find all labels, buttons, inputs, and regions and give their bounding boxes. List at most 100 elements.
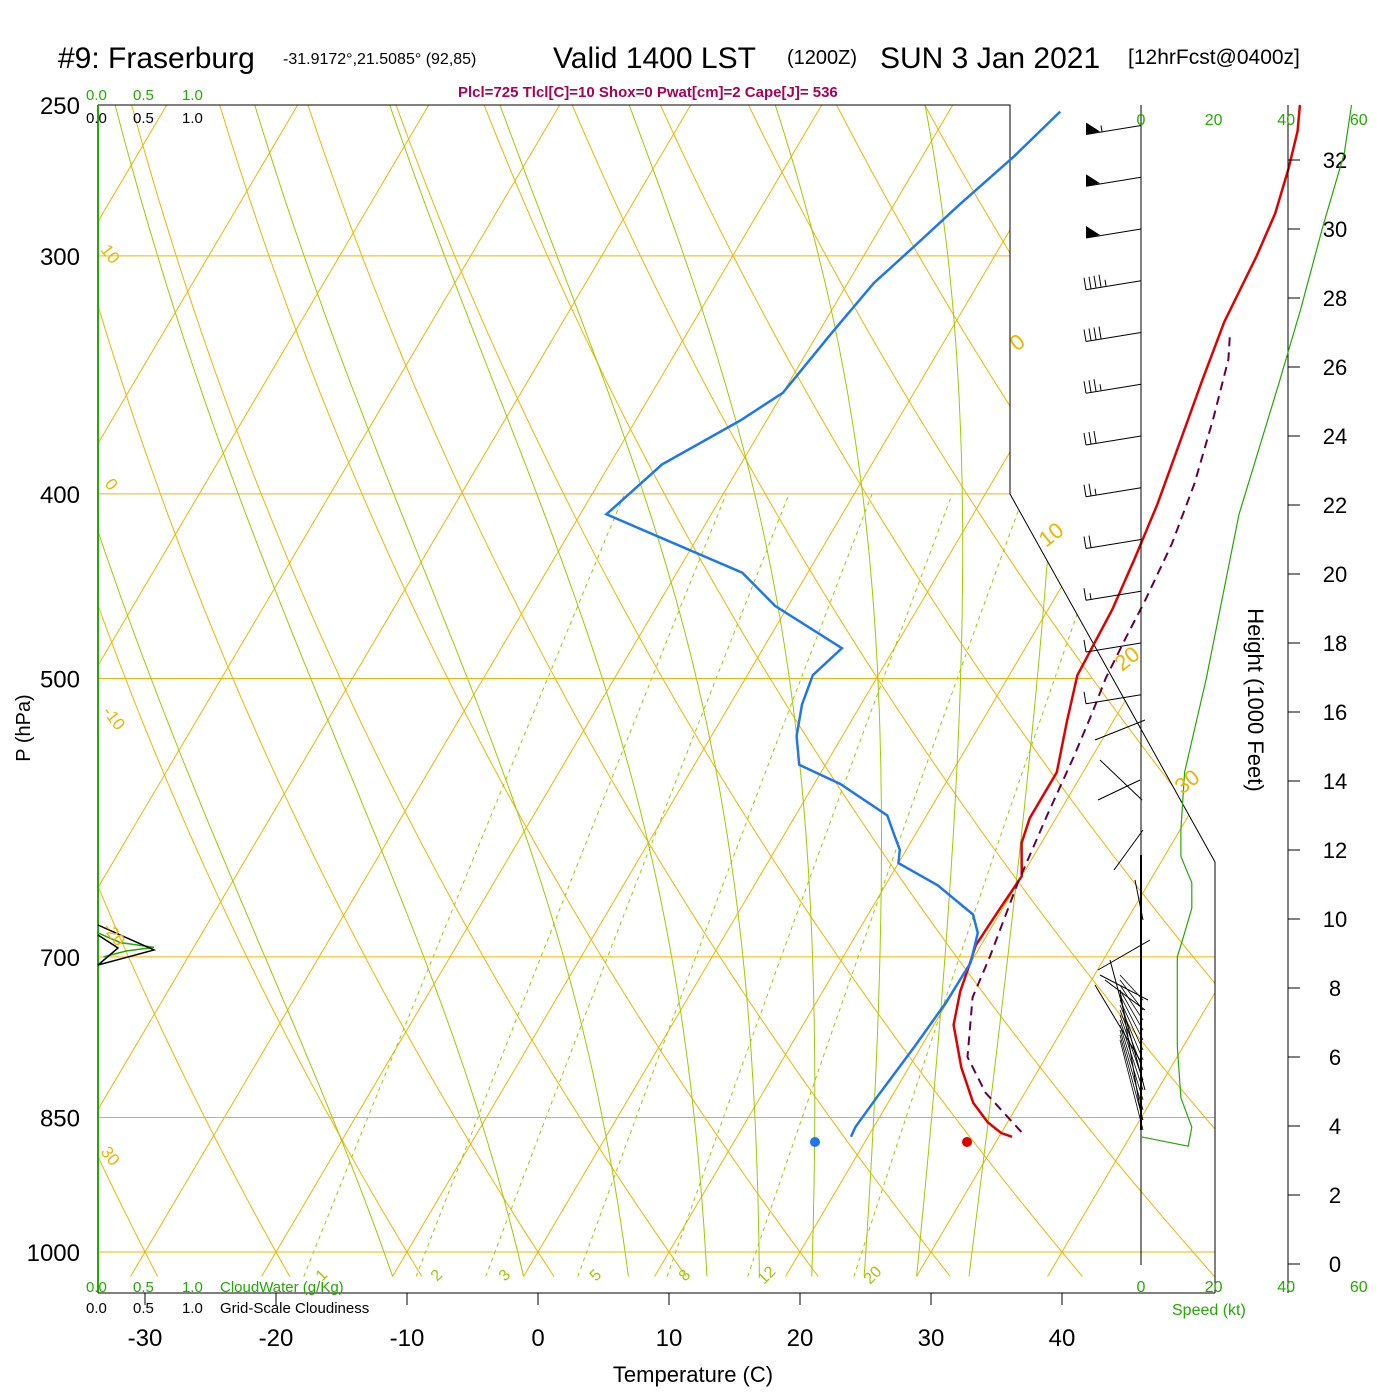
isotherm-line (916, 105, 1215, 1277)
wind-barb-flag (1083, 588, 1087, 601)
wind-barb-flag (1083, 484, 1087, 497)
moist-adiabat-line (774, 105, 882, 1277)
wind-barb-lowlevel (1119, 1014, 1144, 1081)
isotherm-line (98, 105, 430, 1277)
pressure-tick-label: 1000 (27, 1240, 80, 1267)
cloudiness-top-1: 1.0 (182, 110, 203, 127)
wind-barb (1085, 122, 1142, 135)
height-tick-label: 12 (1323, 838, 1347, 863)
isotherm-line (98, 105, 299, 1277)
station-title: #9: Fraserburg (58, 42, 255, 75)
dry-adiabat-label-0: 0 (1005, 329, 1030, 356)
wind-barb-lowlevel (1097, 779, 1141, 801)
wind-barb-flag (1093, 379, 1097, 392)
pressure-tick-label: 300 (40, 244, 80, 271)
x-tick-label: -10 (390, 1325, 425, 1352)
isotherm-line (654, 105, 1215, 1277)
wind-barb-pennant (1086, 226, 1100, 238)
dry-adiabat-line (924, 105, 1215, 1277)
cloudiness-label: Grid-Scale Cloudiness (220, 1300, 369, 1317)
dry-adiabat-line (483, 105, 1215, 1277)
wind-barb-lowlevel (1119, 979, 1144, 1011)
pressure-tick-label: 500 (40, 667, 80, 694)
cloudiness-top-05: 0.5 (133, 110, 154, 127)
wind-barb-halfflag (1089, 593, 1092, 600)
height-tick-label: 16 (1323, 700, 1347, 725)
x-axis-title: Temperature (C) (613, 1362, 773, 1387)
plot-border (98, 104, 1216, 1293)
wind-barbs (1083, 122, 1151, 1131)
moist-adiabat-line (98, 183, 394, 1277)
speed-axis-label-bottom: 40 (1277, 1279, 1295, 1296)
speed-axis-label-top: 40 (1277, 112, 1295, 129)
valid-time: Valid 1400 LST (553, 42, 756, 75)
pressure-tick-label: 850 (40, 1106, 80, 1133)
plot-frame: -30 -20 -10 0 10 20 30 40 (97, 104, 1216, 1352)
wind-barb-halfflag (1094, 488, 1097, 495)
cloudwater-top-05: 0.5 (133, 87, 154, 104)
speed-axis-label-bottom: 20 (1205, 1279, 1223, 1296)
wind-barb-staff (1085, 435, 1142, 446)
wind-barb-lowlevel (1119, 1034, 1144, 1121)
temperature-line (952, 104, 1302, 1138)
wind-barb-flag (1088, 380, 1092, 393)
speed-axis-label-top: 20 (1205, 112, 1223, 129)
mixing-ratio-line (666, 493, 953, 1277)
wind-barb (1085, 174, 1142, 187)
moist-adiabat-line (916, 105, 964, 1277)
cloud-scale-top: 0.0 0.5 1.0 0.0 0.5 1.0 (86, 87, 203, 127)
dry-adiabat-line (131, 105, 687, 1277)
wind-barb-halfflag (1099, 384, 1102, 391)
isotherm-line (98, 105, 561, 1277)
cloudwater-top-0: 0.0 (86, 87, 107, 104)
wind-barb-staff (1085, 176, 1142, 187)
wind-barb (1083, 379, 1142, 394)
wind-barb-flag (1083, 639, 1087, 653)
wind-barb-staff (1085, 642, 1142, 653)
mixing-ratio-label-2: 2 (428, 1266, 446, 1284)
wind-barb-flag (1098, 274, 1102, 287)
cloudiness-marker (97, 924, 157, 966)
mixing-ratio-label-5: 5 (587, 1266, 605, 1284)
wind-barb (1083, 326, 1142, 342)
wind-barb-lowlevel (1099, 759, 1143, 801)
wind-barb-staff (1085, 228, 1142, 239)
moist-adiabat-line (389, 105, 708, 1277)
speed-axis-title: Speed (kt) (1172, 1302, 1246, 1319)
height-tick-label: 0 (1329, 1252, 1341, 1277)
x-tick-label: 30 (918, 1325, 945, 1352)
moist-adiabat-line (499, 105, 760, 1277)
isotherm-label-30: 30 (97, 1143, 124, 1170)
dry-adiabat-line (571, 105, 1215, 1277)
wind-barb-lowlevel (1094, 719, 1146, 741)
height-tick-label: 8 (1329, 976, 1341, 1001)
height-tick-label: 4 (1329, 1114, 1341, 1139)
height-tick-label: 22 (1323, 493, 1347, 518)
wind-barb-lowlevel (1104, 979, 1146, 1011)
dry-adiabat-line (836, 105, 1215, 1277)
sounding-series (604, 104, 1302, 1147)
wind-barb-pennant (1086, 122, 1100, 135)
wind-barb-flag (1083, 329, 1087, 342)
wind-barb-staff (1085, 125, 1142, 135)
height-axis-panel: 0246810121416182022242628303200202040406… (1137, 104, 1368, 1296)
wind-barb-lowlevel (1119, 1019, 1144, 1091)
x-tick-label: 0 (531, 1325, 544, 1352)
height-tick-label: 2 (1329, 1183, 1341, 1208)
dry-adiabat-line (219, 105, 819, 1277)
wind-barb (1083, 588, 1142, 601)
x-tick-label: 40 (1049, 1325, 1076, 1352)
dry-adiabat-line (307, 105, 951, 1277)
wind-barb-flag (1088, 535, 1092, 548)
dry-adiabat-line (0, 105, 26, 1277)
moist-adiabat-line (968, 105, 1064, 1277)
y-axis-title: P (hPa) (13, 694, 35, 761)
cloudwater-bottom-1: 1.0 (182, 1279, 203, 1296)
wind-barb-flag (1083, 691, 1087, 704)
wind-barb-flag (1083, 277, 1087, 290)
wind-barb-flag (1083, 432, 1087, 446)
wind-barb-staff (1085, 487, 1142, 498)
dry-adiabat-line (659, 105, 1215, 1277)
wind-barb (1083, 535, 1142, 549)
